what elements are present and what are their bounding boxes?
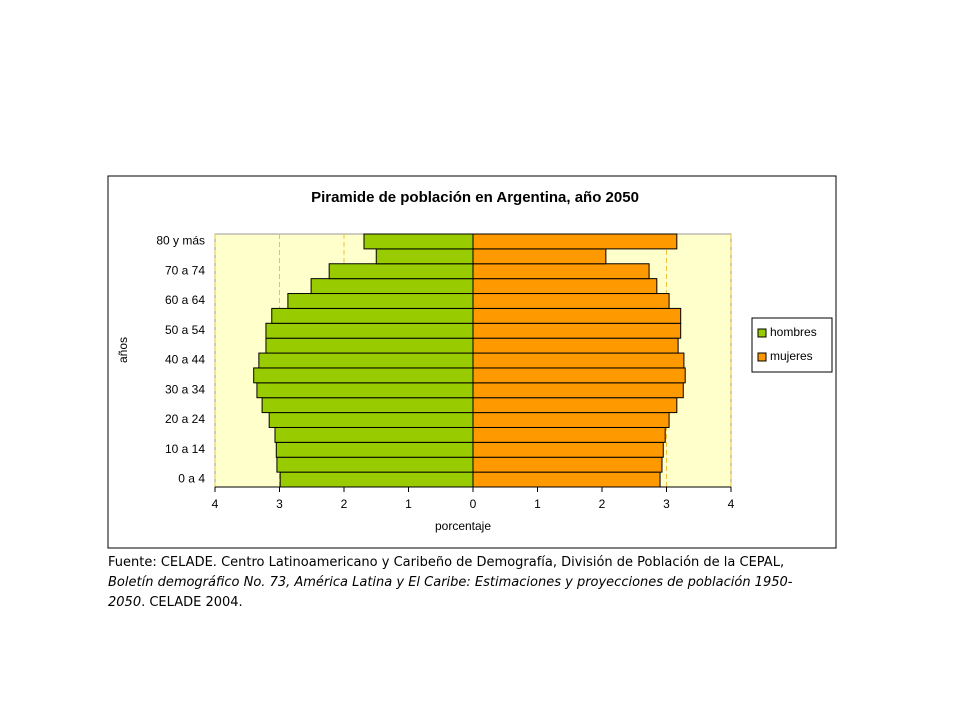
y-tick-label: 10 a 14 — [165, 442, 205, 456]
bar — [310, 278, 474, 295]
bar — [472, 426, 666, 443]
bar — [279, 471, 474, 488]
bar — [276, 456, 474, 473]
bar — [261, 397, 474, 414]
legend-swatch — [757, 328, 767, 338]
x-tick-label: 1 — [405, 497, 412, 511]
x-tick-label: 1 — [534, 497, 541, 511]
bar — [375, 248, 474, 265]
bar — [275, 441, 474, 458]
bar — [268, 412, 474, 428]
x-tick-label: 3 — [276, 497, 283, 511]
bar — [472, 382, 684, 399]
bar — [472, 278, 658, 295]
bar — [472, 337, 679, 354]
source-text: 2050 — [108, 595, 142, 610]
legend-label: mujeres — [770, 349, 813, 363]
source-text: . CELADE 2004. — [141, 595, 243, 610]
bar — [363, 233, 474, 250]
x-tick-label: 3 — [663, 497, 670, 511]
bar — [472, 471, 661, 488]
y-axis-label: años — [116, 337, 130, 363]
bar — [472, 293, 670, 309]
bar — [472, 412, 670, 428]
source-line: 2050. CELADE 2004. — [108, 593, 908, 613]
y-tick-label: 50 a 54 — [165, 323, 205, 337]
x-tick-label: 4 — [728, 497, 735, 511]
x-tick-label: 4 — [212, 497, 219, 511]
x-tick-label: 2 — [599, 497, 606, 511]
source-line: Fuente: CELADE. Centro Latinoamericano y… — [108, 555, 785, 570]
bar — [472, 367, 686, 384]
chart-title: Piramide de población en Argentina, año … — [311, 189, 639, 206]
bar — [472, 233, 678, 250]
bar — [472, 263, 650, 280]
bar — [472, 397, 678, 414]
legend-box — [751, 317, 833, 373]
bar — [472, 307, 682, 324]
bar — [265, 322, 474, 339]
chart: Piramide de población en Argentina, año … — [107, 175, 837, 549]
bar — [328, 263, 474, 280]
bar — [472, 322, 682, 339]
y-tick-label: 30 a 34 — [165, 382, 205, 396]
source-line: Boletín demográfico No. 73, América Lati… — [108, 575, 793, 590]
y-tick-label: 70 a 74 — [165, 263, 205, 277]
bar — [472, 248, 607, 265]
bar — [274, 426, 474, 443]
x-tick-label: 2 — [341, 497, 348, 511]
legend-swatch — [757, 352, 767, 362]
bar — [271, 307, 474, 324]
source-note: Fuente: CELADE. Centro Latinoamericano y… — [108, 553, 908, 613]
bar — [258, 352, 474, 369]
legend-label: hombres — [770, 325, 817, 339]
bar — [287, 293, 474, 309]
x-axis-label: porcentaje — [435, 519, 491, 533]
bar — [253, 367, 474, 384]
bar — [256, 382, 474, 399]
bar — [472, 441, 664, 458]
y-tick-label: 60 a 64 — [165, 293, 205, 307]
y-tick-label: 20 a 24 — [165, 412, 205, 426]
y-tick-label: 80 y más — [156, 234, 205, 248]
y-tick-label: 40 a 44 — [165, 353, 205, 367]
bar — [472, 456, 663, 473]
x-tick-label: 0 — [470, 497, 477, 511]
y-tick-label: 0 a 4 — [178, 472, 205, 486]
bar — [472, 352, 685, 369]
bar — [265, 337, 474, 354]
